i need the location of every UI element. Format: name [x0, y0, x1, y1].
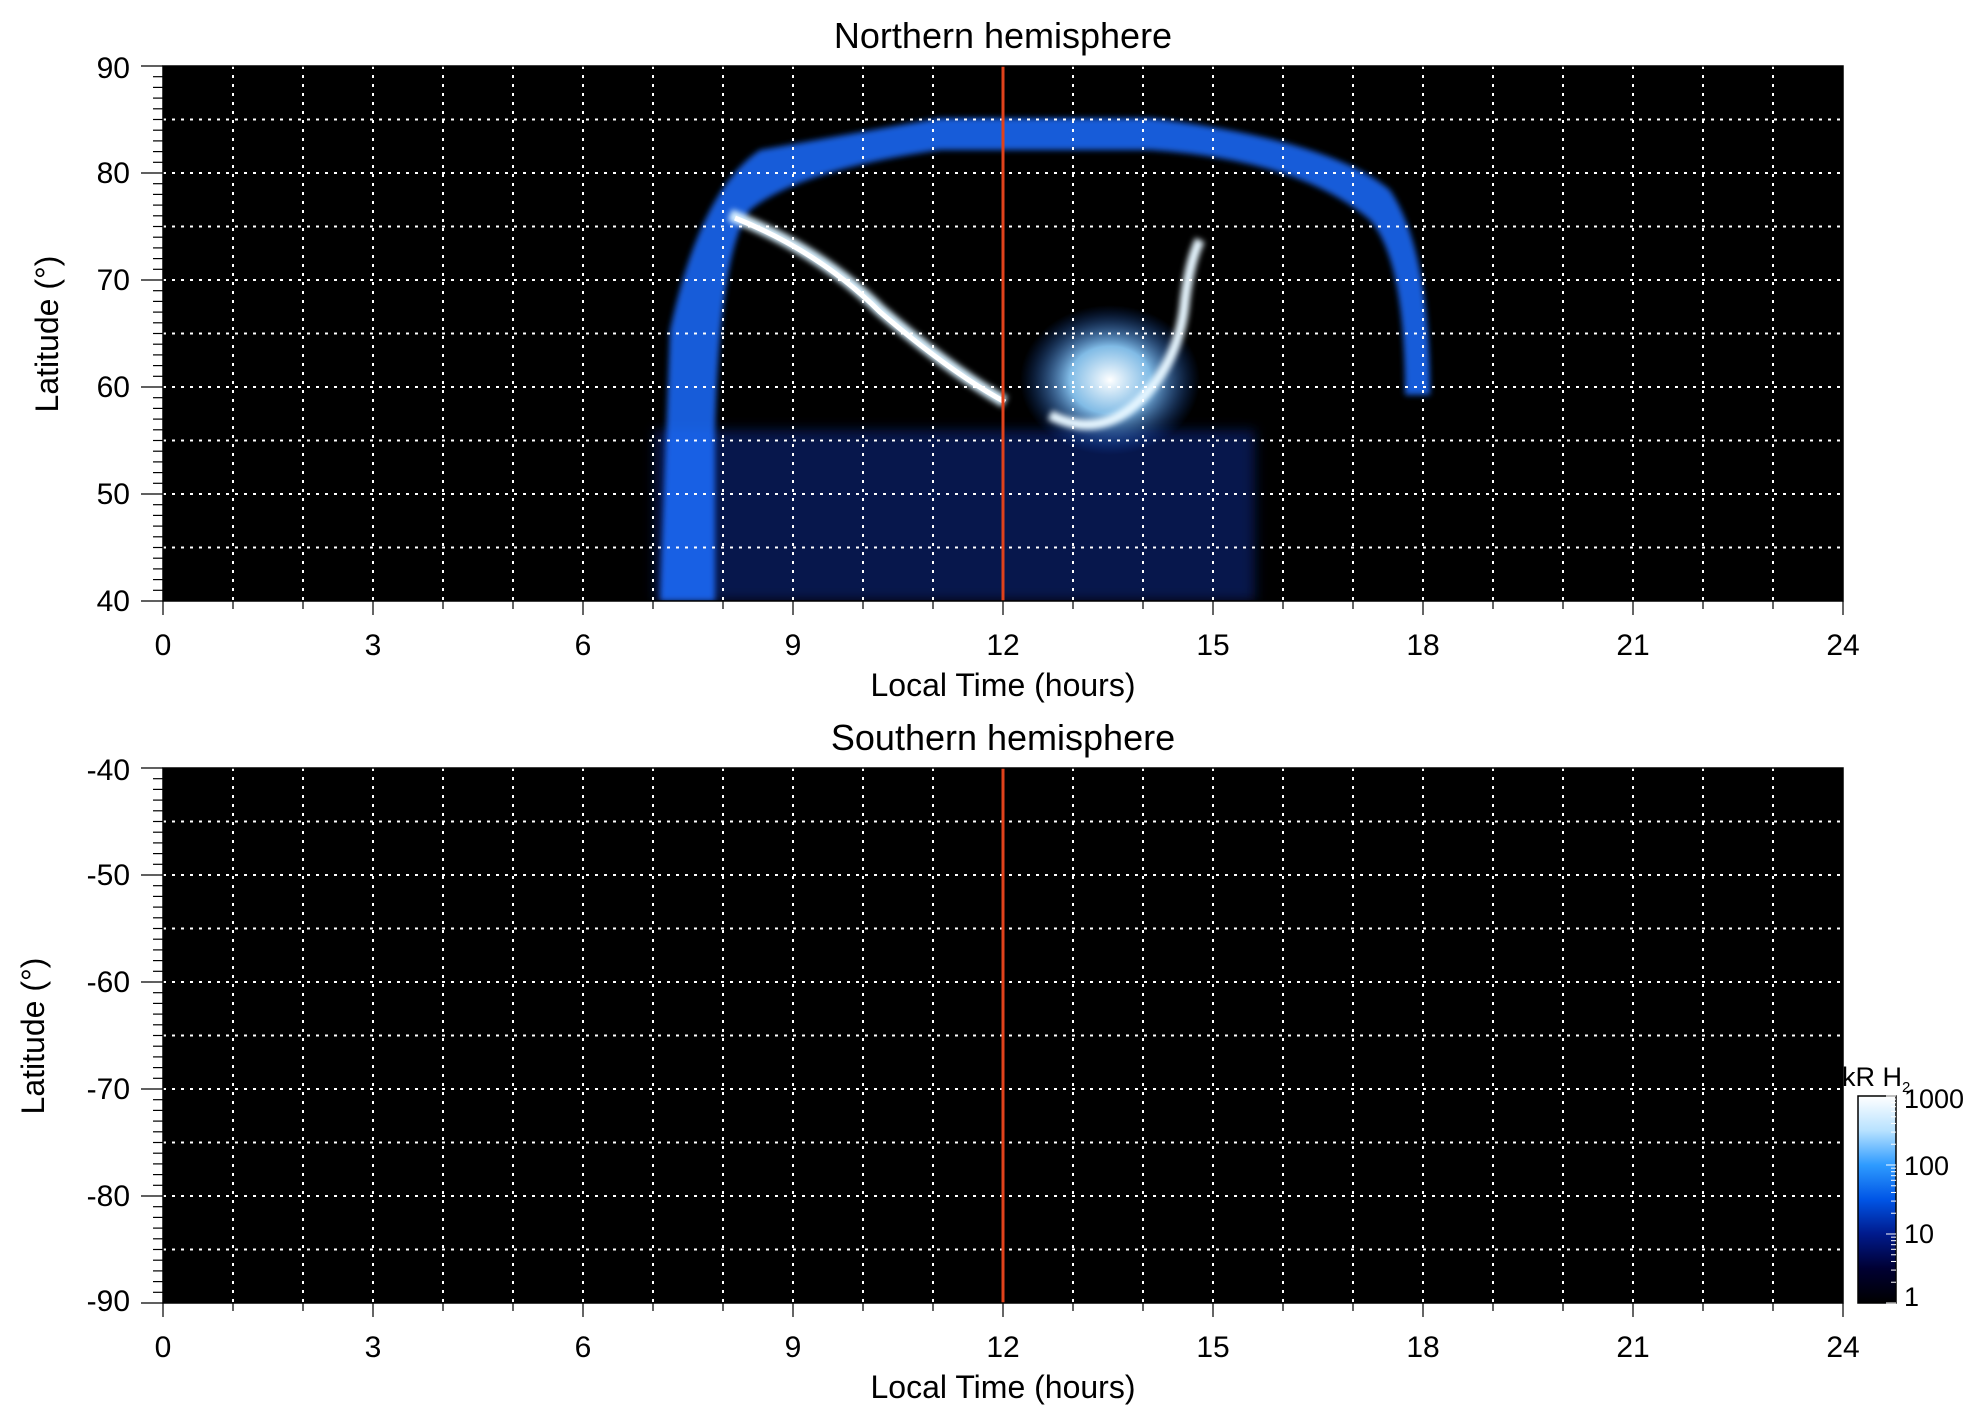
colorbar-tick-label: 1 [1904, 1282, 1919, 1312]
southern-x-axis-label: Local Time (hours) [871, 1369, 1136, 1405]
colorbar-gradient [1857, 1095, 1897, 1304]
x-tick-label: 24 [1826, 1331, 1859, 1364]
northern-x-tick-labels: 0 3 6 9 12 15 18 21 24 [155, 629, 1860, 662]
x-tick-label: 12 [986, 629, 1019, 662]
x-tick-label: 15 [1196, 629, 1229, 662]
emission-diffuse-low-latitude [655, 430, 1255, 601]
southern-minor-ticks [141, 767, 1844, 1317]
southern-panel: Southern hemisphere -40 -50 -60 -70 -80 … [15, 717, 1860, 1405]
colorbar-tick-labels: 1000 100 10 1 [1904, 1084, 1964, 1312]
y-tick-label: 90 [97, 52, 130, 85]
y-tick-label: -50 [87, 859, 130, 892]
colorbar-label-subscript: 2 [1902, 1079, 1910, 1096]
y-tick-label: -80 [87, 1180, 130, 1213]
northern-panel: Northern hemisphere 40 50 60 70 80 90 [29, 15, 1860, 703]
x-tick-label: 3 [365, 1331, 382, 1364]
colorbar-tick-label: 10 [1904, 1219, 1934, 1249]
x-tick-label: 6 [575, 1331, 592, 1364]
x-tick-label: 15 [1196, 1331, 1229, 1364]
x-tick-label: 6 [575, 629, 592, 662]
northern-emission [655, 118, 1430, 601]
colorbar-tick-label: 1000 [1904, 1084, 1964, 1114]
x-tick-label: 12 [986, 1331, 1019, 1364]
southern-x-tick-labels: 0 3 6 9 12 15 18 21 24 [155, 1331, 1860, 1364]
y-tick-label: 70 [97, 264, 130, 297]
colorbar: kR H2 1000 100 10 1 [1842, 1062, 1964, 1312]
southern-y-tick-labels: -40 -50 -60 -70 -80 -90 [87, 754, 130, 1318]
y-tick-label: -60 [87, 966, 130, 999]
emission-afternoon-arc [1047, 237, 1205, 430]
northern-y-tick-labels: 40 50 60 70 80 90 [97, 52, 130, 618]
emission-afternoon-spot [1020, 305, 1200, 455]
northern-title: Northern hemisphere [834, 15, 1172, 56]
y-tick-label: -40 [87, 754, 130, 787]
x-tick-label: 9 [785, 1331, 802, 1364]
southern-y-axis-label: Latitude (°) [15, 958, 51, 1115]
colorbar-label: kR H2 [1842, 1062, 1910, 1096]
x-tick-label: 21 [1616, 1331, 1649, 1364]
x-tick-label: 3 [365, 629, 382, 662]
y-tick-label: 80 [97, 157, 130, 190]
northern-plot-frame [162, 65, 1844, 602]
northern-minor-ticks [141, 65, 1844, 615]
colorbar-minor-ticks [1886, 1095, 1896, 1304]
x-tick-label: 18 [1406, 629, 1439, 662]
x-tick-label: 24 [1826, 629, 1859, 662]
x-tick-label: 21 [1616, 629, 1649, 662]
y-tick-label: 50 [97, 478, 130, 511]
y-tick-label: 60 [97, 371, 130, 404]
southern-plot-frame [162, 767, 1844, 1304]
y-tick-label: 40 [97, 585, 130, 618]
y-tick-label: -70 [87, 1073, 130, 1106]
y-tick-label: -90 [87, 1285, 130, 1318]
colorbar-tick-label: 100 [1904, 1151, 1949, 1181]
northern-y-axis-label: Latitude (°) [29, 256, 65, 413]
x-tick-label: 9 [785, 629, 802, 662]
northern-x-axis-label: Local Time (hours) [871, 667, 1136, 703]
x-tick-label: 0 [155, 629, 172, 662]
southern-title: Southern hemisphere [831, 717, 1175, 758]
emission-main-arc-core [734, 215, 1007, 405]
colorbar-label-text: kR H [1842, 1062, 1902, 1092]
x-tick-label: 18 [1406, 1331, 1439, 1364]
x-tick-label: 0 [155, 1331, 172, 1364]
